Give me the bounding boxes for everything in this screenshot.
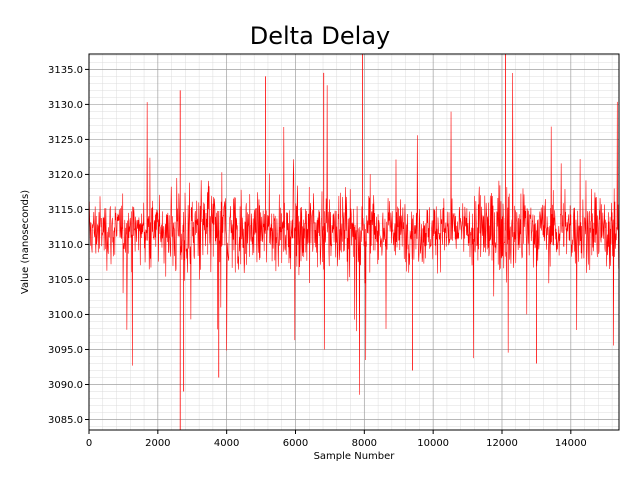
x-tick-label: 6000 — [283, 438, 308, 449]
x-tick-label: 10000 — [417, 438, 449, 449]
plot-area — [88, 54, 620, 430]
y-tick-label: 3090.0 — [48, 380, 83, 391]
y-axis: 3085.0 3090.0 3095.0 3100.0 3105.0 3110.0 3115… — [48, 65, 89, 426]
x-axis-label: Sample Number — [314, 451, 396, 462]
y-tick-label: 3115.0 — [48, 205, 83, 216]
chart-title: Delta Delay — [250, 22, 390, 50]
y-tick-label: 3100.0 — [48, 310, 83, 321]
y-tick-label: 3135.0 — [48, 65, 83, 76]
y-tick-label: 3085.0 — [48, 415, 83, 426]
y-tick-label: 3120.0 — [48, 170, 83, 181]
y-tick-label: 3095.0 — [48, 345, 83, 356]
x-tick-label: 2000 — [145, 438, 170, 449]
x-tick-label: 14000 — [555, 438, 587, 449]
x-tick-label: 12000 — [486, 438, 518, 449]
x-tick-label: 0 — [86, 438, 92, 449]
series-line — [88, 72, 620, 395]
y-tick-label: 3110.0 — [48, 240, 83, 251]
y-tick-label: 3105.0 — [48, 275, 83, 286]
plot-frame — [88, 53, 620, 431]
x-tick-label: 8000 — [352, 438, 377, 449]
y-tick-label: 3125.0 — [48, 135, 83, 146]
y-axis-label: Value (nanoseconds) — [20, 190, 31, 294]
x-axis: 0 2000 4000 6000 8000 10000 12000 14000 — [86, 430, 587, 449]
x-tick-label: 4000 — [214, 438, 239, 449]
y-tick-label: 3130.0 — [48, 100, 83, 111]
